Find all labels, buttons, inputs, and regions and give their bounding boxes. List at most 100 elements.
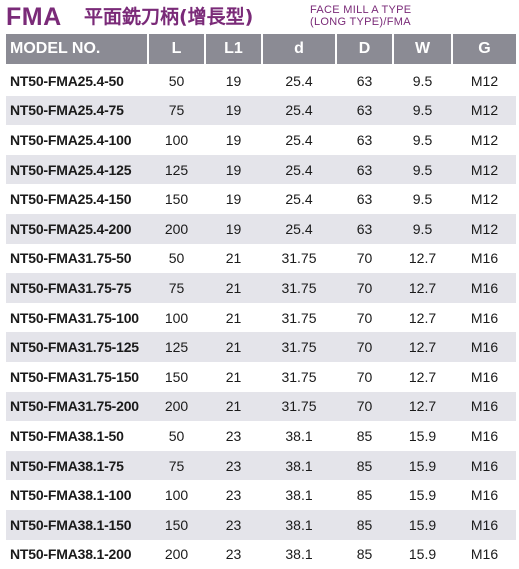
w-cell: 15.9: [394, 451, 451, 481]
model-no-cell: NT50-FMA31.75-75: [6, 273, 147, 303]
d-small-cell: 38.1: [263, 540, 335, 569]
g-cell: M16: [453, 510, 516, 540]
d-small-cell: 38.1: [263, 510, 335, 540]
d-large-cell: 63: [337, 125, 392, 155]
d-large-cell: 85: [337, 480, 392, 510]
model-no-cell: NT50-FMA38.1-200: [6, 540, 147, 569]
l-cell: 50: [149, 244, 204, 274]
column-header-model-no: MODEL NO.: [6, 34, 147, 64]
column-header-l: L: [149, 34, 204, 64]
l1-cell: 21: [206, 392, 261, 422]
model-no-cell: NT50-FMA25.4-150: [6, 184, 147, 214]
l-cell: 75: [149, 273, 204, 303]
d-large-cell: 85: [337, 540, 392, 569]
model-no-cell: NT50-FMA38.1-50: [6, 421, 147, 451]
g-cell: M12: [453, 214, 516, 244]
l-cell: 75: [149, 451, 204, 481]
model-no-cell: NT50-FMA38.1-100: [6, 480, 147, 510]
d-large-cell: 85: [337, 510, 392, 540]
w-cell: 9.5: [394, 214, 451, 244]
l-cell: 100: [149, 125, 204, 155]
g-cell: M16: [453, 451, 516, 481]
g-cell: M12: [453, 66, 516, 96]
d-large-cell: 85: [337, 451, 392, 481]
d-large-cell: 85: [337, 421, 392, 451]
w-cell: 9.5: [394, 125, 451, 155]
l1-cell: 21: [206, 303, 261, 333]
g-cell: M16: [453, 362, 516, 392]
d-small-cell: 31.75: [263, 362, 335, 392]
d-large-cell: 63: [337, 66, 392, 96]
column-header-g: G: [453, 34, 516, 64]
d-large-cell: 70: [337, 303, 392, 333]
column-header-d-large: D: [337, 34, 392, 64]
l1-cell: 19: [206, 96, 261, 126]
d-small-cell: 31.75: [263, 332, 335, 362]
l-cell: 100: [149, 480, 204, 510]
l1-cell: 21: [206, 332, 261, 362]
w-cell: 9.5: [394, 96, 451, 126]
g-cell: M16: [453, 244, 516, 274]
d-large-cell: 70: [337, 244, 392, 274]
w-cell: 12.7: [394, 303, 451, 333]
g-cell: M16: [453, 332, 516, 362]
g-cell: M16: [453, 273, 516, 303]
d-small-cell: 25.4: [263, 66, 335, 96]
chinese-title: 平面銑刀柄(增長型): [84, 2, 253, 32]
d-large-cell: 63: [337, 214, 392, 244]
l1-cell: 21: [206, 362, 261, 392]
w-cell: 9.5: [394, 66, 451, 96]
model-no-cell: NT50-FMA25.4-125: [6, 155, 147, 185]
model-no-cell: NT50-FMA31.75-50: [6, 244, 147, 274]
g-cell: M16: [453, 480, 516, 510]
model-no-cell: NT50-FMA38.1-150: [6, 510, 147, 540]
l-cell: 125: [149, 155, 204, 185]
page-header: FMA 平面銑刀柄(增長型) FACE MILL A TYPE (LONG TY…: [6, 2, 516, 32]
l1-cell: 23: [206, 421, 261, 451]
d-large-cell: 63: [337, 96, 392, 126]
model-no-cell: NT50-FMA31.75-150: [6, 362, 147, 392]
d-large-cell: 63: [337, 155, 392, 185]
l-cell: 125: [149, 332, 204, 362]
l-cell: 50: [149, 421, 204, 451]
d-small-cell: 38.1: [263, 421, 335, 451]
w-cell: 9.5: [394, 184, 451, 214]
l-cell: 50: [149, 66, 204, 96]
d-small-cell: 31.75: [263, 303, 335, 333]
w-cell: 15.9: [394, 421, 451, 451]
english-title-line-1: FACE MILL A TYPE: [310, 4, 411, 16]
g-cell: M12: [453, 155, 516, 185]
l1-cell: 19: [206, 155, 261, 185]
model-no-cell: NT50-FMA31.75-100: [6, 303, 147, 333]
d-small-cell: 25.4: [263, 214, 335, 244]
l-cell: 150: [149, 362, 204, 392]
l1-cell: 19: [206, 125, 261, 155]
d-small-cell: 38.1: [263, 451, 335, 481]
model-no-cell: NT50-FMA31.75-125: [6, 332, 147, 362]
d-large-cell: 70: [337, 392, 392, 422]
d-small-cell: 31.75: [263, 244, 335, 274]
l1-cell: 19: [206, 184, 261, 214]
w-cell: 12.7: [394, 332, 451, 362]
l-cell: 150: [149, 184, 204, 214]
d-large-cell: 70: [337, 273, 392, 303]
column-header-d-small: d: [263, 34, 335, 64]
product-code-title: FMA: [6, 2, 62, 32]
l-cell: 200: [149, 540, 204, 569]
d-small-cell: 25.4: [263, 155, 335, 185]
model-no-cell: NT50-FMA25.4-75: [6, 96, 147, 126]
table-header-row: MODEL NO. L L1 d D W G: [6, 34, 516, 64]
l-cell: 200: [149, 214, 204, 244]
